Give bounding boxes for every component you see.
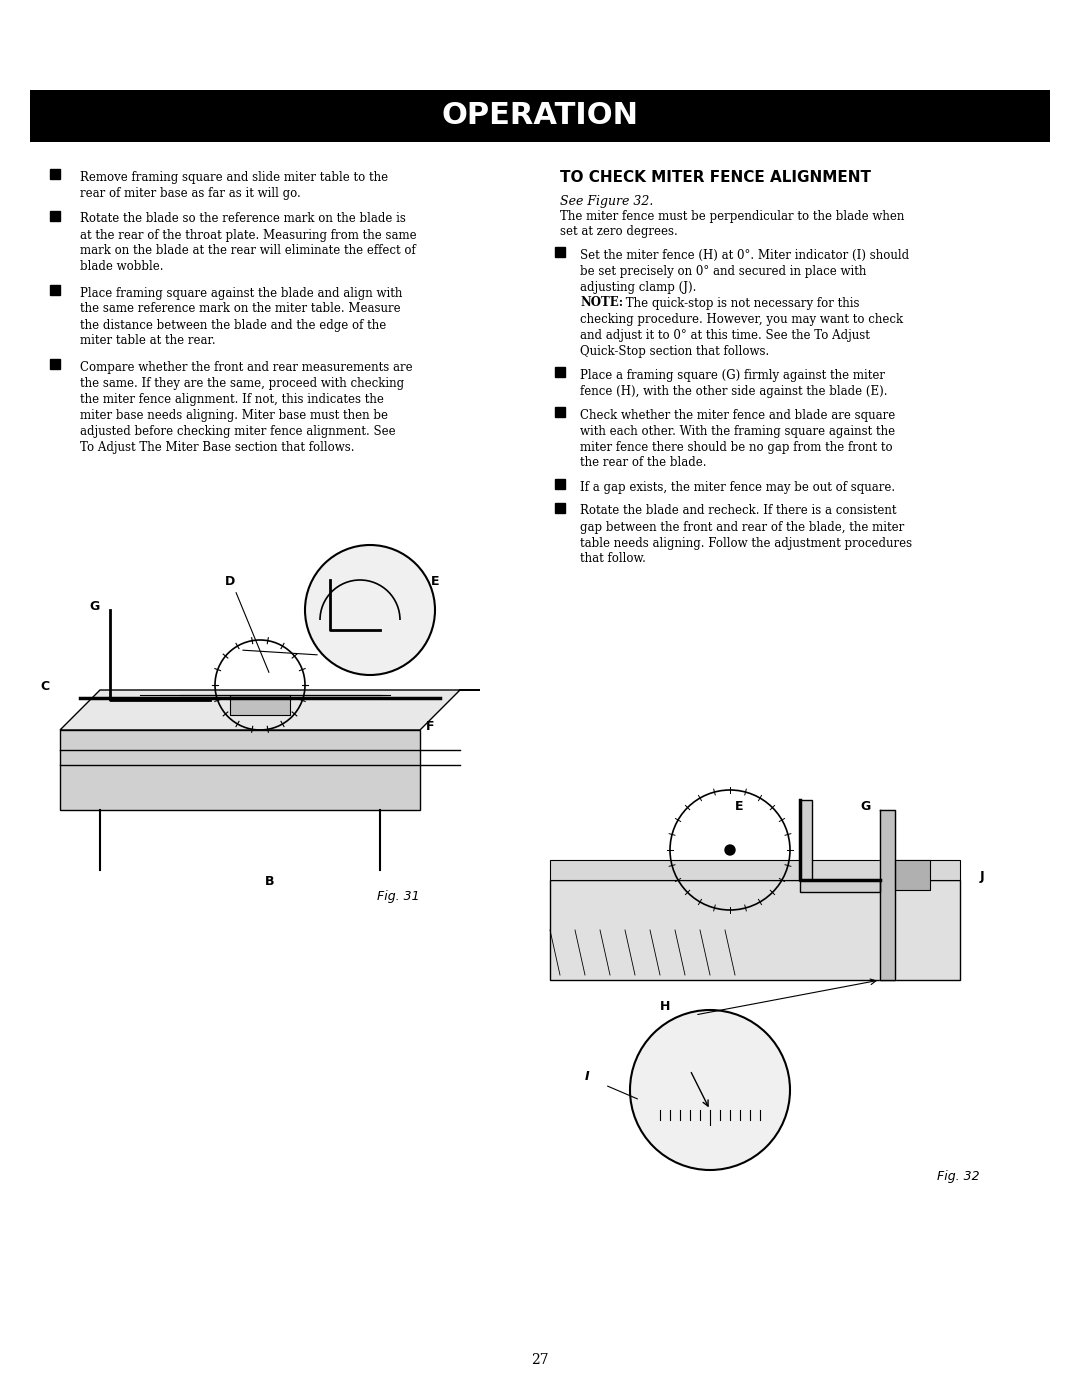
Circle shape — [725, 845, 735, 855]
Text: be set precisely on 0° and secured in place with: be set precisely on 0° and secured in pl… — [580, 264, 866, 278]
Text: miter table at the rear.: miter table at the rear. — [80, 335, 216, 347]
Text: The quick-stop is not necessary for this: The quick-stop is not necessary for this — [622, 296, 860, 310]
Text: Rotate the blade and recheck. If there is a consistent: Rotate the blade and recheck. If there i… — [580, 505, 896, 517]
Text: miter fence there should be no gap from the front to: miter fence there should be no gap from … — [580, 441, 893, 454]
Polygon shape — [60, 730, 420, 810]
Text: E: E — [735, 799, 743, 813]
Polygon shape — [50, 360, 60, 369]
Text: miter base needs aligning. Miter base must then be: miter base needs aligning. Miter base mu… — [80, 408, 388, 422]
Text: To Adjust The Miter Base section that follows.: To Adjust The Miter Base section that fo… — [80, 441, 354, 454]
Text: the same reference mark on the miter table. Measure: the same reference mark on the miter tab… — [80, 303, 401, 315]
Text: I: I — [585, 1070, 590, 1083]
Polygon shape — [555, 366, 565, 378]
Text: OPERATION: OPERATION — [442, 101, 638, 130]
Polygon shape — [800, 799, 880, 892]
Text: the rear of the blade.: the rear of the blade. — [580, 456, 706, 469]
Text: Quick-Stop section that follows.: Quick-Stop section that follows. — [580, 344, 769, 357]
Text: the miter fence alignment. If not, this indicates the: the miter fence alignment. If not, this … — [80, 393, 383, 405]
Text: blade wobble.: blade wobble. — [80, 260, 163, 274]
Text: Set the miter fence (H) at 0°. Miter indicator (I) should: Set the miter fence (H) at 0°. Miter ind… — [580, 249, 909, 261]
FancyBboxPatch shape — [230, 696, 291, 715]
Text: mark on the blade at the rear will eliminate the effect of: mark on the blade at the rear will elimi… — [80, 245, 416, 257]
Polygon shape — [555, 479, 565, 490]
Text: Rotate the blade so the reference mark on the blade is: Rotate the blade so the reference mark o… — [80, 213, 406, 225]
Text: checking procedure. However, you may want to check: checking procedure. However, you may wan… — [580, 313, 903, 325]
Text: Fig. 32: Fig. 32 — [937, 1170, 980, 1182]
Text: rear of miter base as far as it will go.: rear of miter base as far as it will go. — [80, 187, 300, 199]
Polygon shape — [50, 285, 60, 295]
Text: adjusting clamp (J).: adjusting clamp (J). — [580, 281, 697, 293]
Text: gap between the front and rear of the blade, the miter: gap between the front and rear of the bl… — [580, 520, 904, 534]
Text: E: E — [431, 575, 440, 588]
Text: Check whether the miter fence and blade are square: Check whether the miter fence and blade … — [580, 408, 895, 422]
Text: D: D — [225, 575, 235, 588]
Text: Remove framing square and slide miter table to the: Remove framing square and slide miter ta… — [80, 170, 388, 184]
Circle shape — [630, 1010, 789, 1170]
Text: J: J — [980, 870, 985, 882]
Circle shape — [305, 545, 435, 675]
Text: Place a framing square (G) firmly against the miter: Place a framing square (G) firmly agains… — [580, 368, 885, 382]
Polygon shape — [555, 248, 565, 257]
Polygon shape — [50, 169, 60, 178]
Text: that follow.: that follow. — [580, 552, 646, 566]
Text: H: H — [660, 1000, 671, 1012]
FancyBboxPatch shape — [30, 90, 1050, 142]
Text: the distance between the blade and the edge of the: the distance between the blade and the e… — [80, 318, 387, 332]
Text: G: G — [860, 799, 870, 813]
Text: Place framing square against the blade and align with: Place framing square against the blade a… — [80, 286, 403, 300]
Polygon shape — [550, 860, 960, 880]
Text: the same. If they are the same, proceed with checking: the same. If they are the same, proceed … — [80, 376, 404, 390]
Text: adjusted before checking miter fence alignment. See: adjusted before checking miter fence ali… — [80, 425, 395, 437]
Text: set at zero degrees.: set at zero degrees. — [561, 225, 678, 238]
Text: See Figure 32.: See Figure 32. — [561, 195, 653, 207]
Text: C: C — [40, 680, 50, 693]
Polygon shape — [555, 503, 565, 513]
Text: F: F — [426, 721, 434, 733]
Polygon shape — [550, 880, 960, 981]
Polygon shape — [60, 690, 480, 730]
Text: B: B — [266, 875, 274, 888]
Text: The miter fence must be perpendicular to the blade when: The miter fence must be perpendicular to… — [561, 210, 904, 223]
Text: with each other. With the framing square against the: with each other. With the framing square… — [580, 425, 895, 437]
Text: NOTE:: NOTE: — [580, 296, 623, 310]
Text: TO CHECK MITER FENCE ALIGNMENT: TO CHECK MITER FENCE ALIGNMENT — [561, 170, 870, 185]
Text: 27: 27 — [531, 1353, 549, 1366]
Polygon shape — [555, 407, 565, 418]
Text: table needs aligning. Follow the adjustment procedures: table needs aligning. Follow the adjustm… — [580, 537, 913, 549]
Text: Compare whether the front and rear measurements are: Compare whether the front and rear measu… — [80, 361, 413, 373]
Text: G: G — [90, 600, 100, 613]
Polygon shape — [895, 860, 930, 891]
Polygon shape — [50, 212, 60, 221]
Text: If a gap exists, the miter fence may be out of square.: If a gap exists, the miter fence may be … — [580, 480, 895, 494]
Text: Fig. 31: Fig. 31 — [377, 891, 420, 903]
Text: at the rear of the throat plate. Measuring from the same: at the rear of the throat plate. Measuri… — [80, 228, 417, 242]
Text: and adjust it to 0° at this time. See the To Adjust: and adjust it to 0° at this time. See th… — [580, 329, 869, 342]
Text: fence (H), with the other side against the blade (E).: fence (H), with the other side against t… — [580, 384, 888, 397]
